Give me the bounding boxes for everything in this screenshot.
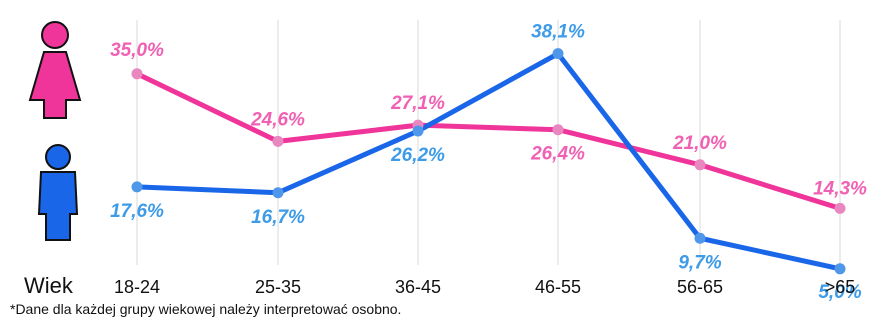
- data-point: [695, 233, 706, 244]
- female-icon: [30, 22, 80, 118]
- data-point: [273, 136, 284, 147]
- male-icon: [39, 145, 77, 240]
- data-label: 26,2%: [390, 145, 445, 166]
- data-point: [553, 48, 564, 59]
- data-label: 24,6%: [250, 109, 305, 130]
- data-label: 26,4%: [530, 144, 585, 165]
- data-point: [132, 181, 143, 192]
- series-line: [137, 54, 840, 269]
- data-point: [835, 203, 846, 214]
- data-label: 9,7%: [678, 252, 721, 273]
- data-label: 16,7%: [251, 207, 305, 228]
- x-axis-word: Wiek: [24, 273, 74, 298]
- data-point: [273, 187, 284, 198]
- series-points: [132, 48, 846, 274]
- data-labels: 35,0% 24,6% 27,1% 26,4% 21,0% 14,3% 17,6% 16,7%…: [110, 22, 867, 303]
- data-point: [695, 159, 706, 170]
- x-tick-label: 36-45: [395, 277, 441, 297]
- data-label: 21,0%: [672, 133, 727, 154]
- data-point: [413, 126, 424, 137]
- data-point: [132, 68, 143, 79]
- x-tick-label: 18-24: [114, 277, 160, 297]
- x-tick-label: 25-35: [255, 277, 301, 297]
- footnote: *Dane dla każdej grupy wiekowej należy i…: [10, 301, 401, 317]
- x-tick-label: 56-65: [677, 277, 723, 297]
- x-tick-label: 46-55: [535, 277, 581, 297]
- series-lines: [137, 54, 840, 269]
- data-point: [835, 263, 846, 274]
- data-label: 27,1%: [390, 93, 445, 114]
- data-point: [553, 124, 564, 135]
- data-label: 17,6%: [110, 201, 164, 222]
- x-tick-labels: 18-24 25-35 36-45 46-55 56-65 >65: [114, 277, 855, 297]
- grid: [137, 20, 840, 265]
- data-label: 38,1%: [531, 22, 585, 43]
- data-label: 14,3%: [813, 178, 867, 199]
- data-label: 35,0%: [110, 40, 164, 61]
- x-tick-label: >65: [825, 277, 856, 297]
